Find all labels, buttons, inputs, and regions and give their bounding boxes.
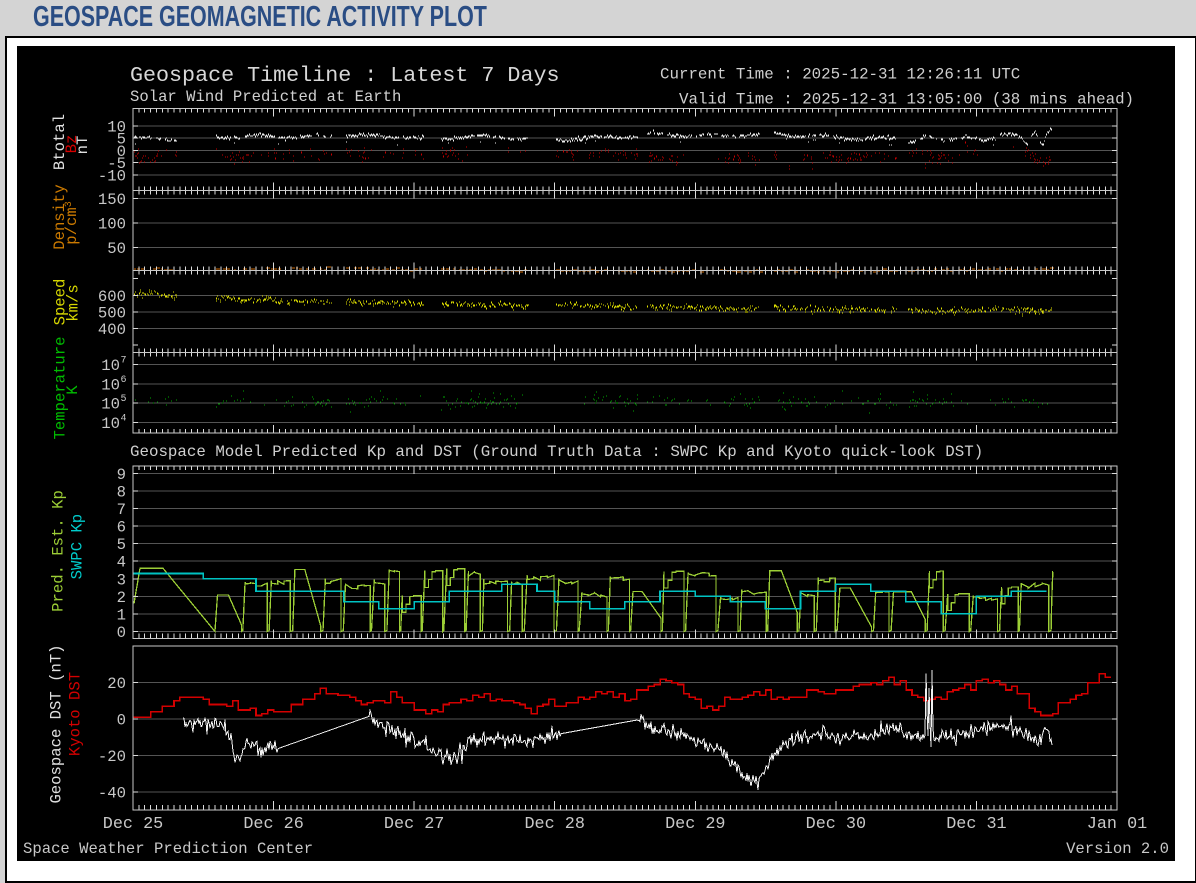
svg-text:Geospace Model Predicted Kp an: Geospace Model Predicted Kp and DST (Gro… [130, 443, 983, 461]
svg-text:2: 2 [117, 589, 126, 607]
svg-text:50: 50 [107, 240, 126, 258]
svg-text:6: 6 [121, 375, 127, 386]
svg-text:-10: -10 [98, 167, 126, 185]
svg-text:Geospace DST (nT): Geospace DST (nT) [48, 644, 66, 803]
svg-text:Pred. Est. Kp: Pred. Est. Kp [50, 490, 68, 612]
svg-text:-20: -20 [98, 748, 126, 766]
svg-text:20: 20 [107, 675, 126, 693]
svg-text:Geospace Timeline : Latest 7 D: Geospace Timeline : Latest 7 Days [130, 63, 559, 88]
svg-text:Bz: Bz [63, 135, 81, 154]
svg-text:100: 100 [98, 215, 126, 233]
svg-text:Kyoto DST: Kyoto DST [67, 672, 85, 756]
svg-text:Density: Density [51, 184, 69, 250]
svg-text:6: 6 [117, 519, 126, 537]
svg-text:10: 10 [101, 396, 120, 414]
svg-text:10: 10 [101, 357, 120, 375]
svg-text:7: 7 [117, 501, 126, 519]
svg-text:400: 400 [98, 321, 126, 339]
svg-text:K: K [64, 385, 82, 395]
svg-text:4: 4 [117, 554, 126, 572]
svg-text:Btotal: Btotal [51, 114, 69, 170]
svg-text:Dec 28: Dec 28 [524, 815, 584, 834]
svg-text:p/cm3: p/cm3 [63, 201, 81, 244]
svg-text:Speed: Speed [52, 279, 70, 326]
svg-text:Space Weather Prediction Cente: Space Weather Prediction Center [23, 840, 313, 858]
svg-text:nT: nT [74, 136, 92, 155]
svg-text:Solar Wind Predicted at Earth: Solar Wind Predicted at Earth [130, 88, 401, 106]
svg-text:-40: -40 [98, 784, 126, 802]
svg-text:5: 5 [117, 536, 126, 554]
svg-text:8: 8 [117, 483, 126, 501]
svg-text:Dec 27: Dec 27 [384, 815, 444, 834]
svg-text:Valid Time : 2025-12-31 13:05:: Valid Time : 2025-12-31 13:05:00 (38 min… [679, 91, 1134, 109]
svg-text:5: 5 [117, 131, 126, 149]
svg-text:Dec 26: Dec 26 [243, 815, 303, 834]
svg-text:Version 2.0: Version 2.0 [1066, 840, 1169, 858]
svg-text:0: 0 [117, 712, 126, 730]
svg-text:Jan 01: Jan 01 [1087, 815, 1147, 834]
svg-text:500: 500 [98, 305, 126, 323]
svg-text:SWPC Kp: SWPC Kp [69, 514, 87, 580]
svg-text:Dec 29: Dec 29 [665, 815, 725, 834]
svg-text:150: 150 [98, 191, 126, 209]
svg-text:10: 10 [101, 415, 120, 433]
svg-text:5: 5 [121, 394, 127, 405]
svg-text:-5: -5 [107, 155, 126, 173]
svg-text:Temperature: Temperature [52, 337, 70, 440]
svg-text:Dec 31: Dec 31 [946, 815, 1006, 834]
svg-text:0: 0 [117, 624, 126, 642]
svg-text:10: 10 [101, 376, 120, 394]
svg-text:Dec 25: Dec 25 [103, 815, 163, 834]
svg-text:Dec 30: Dec 30 [806, 815, 866, 834]
svg-text:10: 10 [107, 119, 126, 137]
svg-text:0: 0 [117, 143, 126, 161]
svg-text:km/s: km/s [65, 284, 83, 321]
svg-text:4: 4 [121, 413, 127, 424]
svg-text:3: 3 [117, 571, 126, 589]
svg-text:1: 1 [117, 606, 126, 624]
svg-text:9: 9 [117, 466, 126, 484]
svg-text:Current Time : 2025-12-31 12:2: Current Time : 2025-12-31 12:26:11 UTC [660, 66, 1020, 84]
svg-text:7: 7 [121, 356, 127, 367]
svg-text:600: 600 [98, 288, 126, 306]
